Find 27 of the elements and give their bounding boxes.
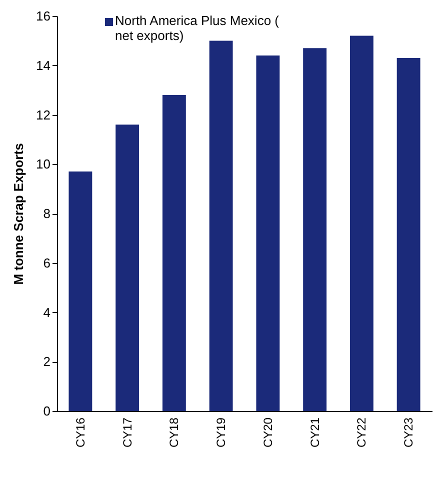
y-tick-label: 10 [36, 156, 50, 172]
y-tick-label: 2 [43, 354, 50, 370]
x-tick-label: CY17 [120, 417, 134, 448]
bar [396, 58, 420, 411]
y-tick-label: 16 [36, 8, 50, 24]
y-tick-label: 14 [36, 58, 50, 73]
bar [303, 48, 327, 411]
y-tick-label: 6 [43, 255, 50, 270]
bar [116, 124, 140, 411]
legend-label: North America Plus Mexico ( net exports) [115, 13, 280, 43]
bar [209, 40, 233, 411]
x-tick-label: CY21 [308, 417, 322, 448]
x-tick-label: CY16 [73, 417, 88, 448]
bar [256, 56, 280, 411]
bar [350, 36, 374, 411]
bar [68, 172, 92, 411]
y-tick-label: 0 [43, 404, 50, 418]
y-tick-label: 12 [36, 107, 50, 122]
x-tick-label: CY20 [260, 417, 275, 448]
y-tick-label: 4 [43, 304, 50, 320]
y-tick-label: 8 [43, 206, 50, 221]
y-axis-title: M tonne Scrap Exports [11, 143, 26, 285]
x-tick-label: CY18 [167, 417, 182, 448]
x-tick-label: CY19 [214, 417, 228, 448]
bar [162, 95, 186, 411]
x-tick-label: CY22 [354, 417, 369, 448]
x-tick-label: CY23 [402, 417, 416, 448]
